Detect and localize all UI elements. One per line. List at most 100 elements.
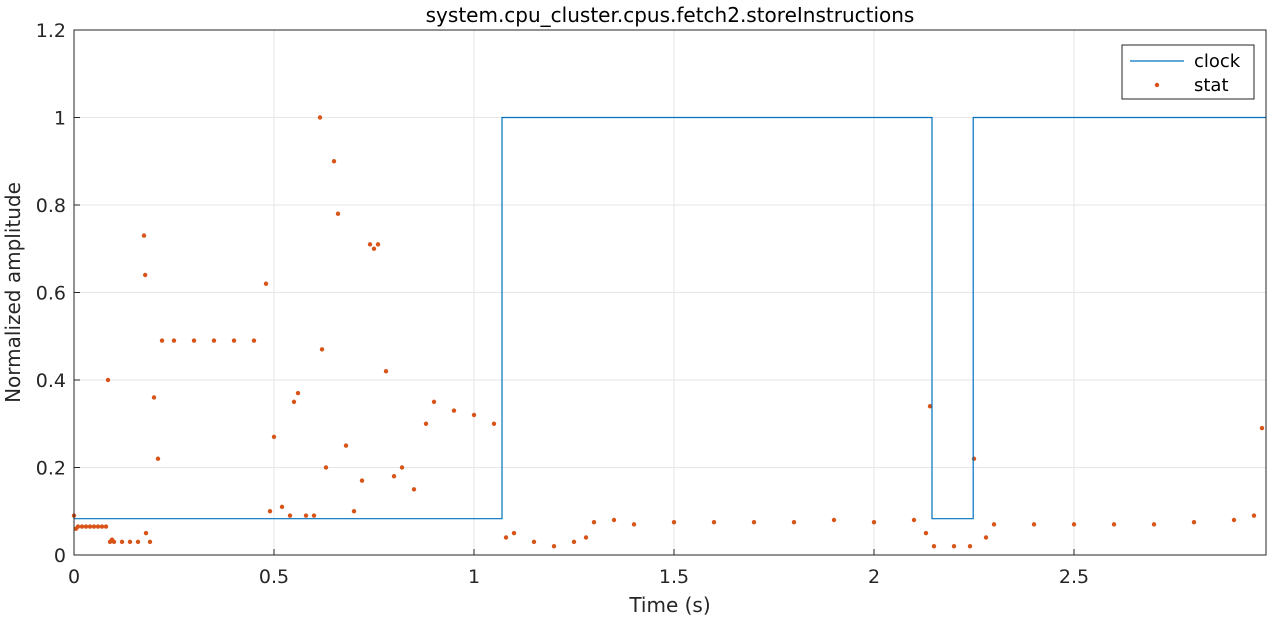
legend: clock stat: [1121, 44, 1255, 100]
clock-line: [74, 116, 1266, 520]
stat-point: [831, 517, 837, 523]
stat-point: [991, 522, 997, 527]
stat-point: [171, 338, 177, 343]
y-tick-label: 0.8: [36, 195, 66, 217]
stat-point: [103, 524, 109, 529]
x-axis-label: Time (s): [628, 593, 710, 617]
stat-point: [471, 412, 477, 418]
stat-point: [423, 421, 429, 426]
legend-swatch-stat: [1154, 82, 1160, 88]
stat-point: [923, 530, 929, 536]
stat-point: [367, 242, 373, 247]
stat-point: [151, 395, 157, 400]
stat-point: [141, 233, 147, 238]
x-tick-label: 1.5: [659, 566, 689, 588]
stat-point: [1111, 522, 1117, 527]
x-tick-label: 2: [868, 566, 880, 588]
x-tick-label: 2.5: [1059, 566, 1089, 588]
stat-point: [231, 338, 237, 343]
stat-point: [591, 519, 597, 525]
stat-point: [531, 539, 537, 545]
stat-point: [335, 211, 341, 216]
stat-point: [1151, 522, 1157, 527]
x-tick-label: 0.5: [259, 566, 289, 588]
stat-point: [317, 115, 323, 120]
y-tick-label: 1: [54, 108, 66, 130]
stat-point: [267, 509, 273, 514]
stat-point: [105, 377, 111, 383]
stat-point: [911, 517, 917, 523]
stat-point: [143, 530, 149, 536]
legend-label-clock: clock: [1194, 51, 1241, 72]
stat-point: [251, 338, 257, 343]
series-stat: [71, 115, 1265, 549]
stat-point: [383, 369, 389, 374]
stat-point: [271, 434, 277, 440]
stat-point: [971, 456, 977, 461]
stat-point: [87, 524, 93, 529]
y-tick-label: 0.6: [36, 283, 66, 305]
stat-point: [927, 404, 933, 409]
chart-title: system.cpu_cluster.cpus.fetch2.storeInst…: [426, 3, 915, 27]
stat-point: [95, 524, 101, 529]
stat-point: [147, 539, 153, 545]
stat-point: [871, 519, 877, 525]
y-axis-label: Normalized amplitude: [1, 182, 25, 403]
stat-point: [295, 390, 301, 396]
stat-point: [99, 524, 105, 529]
stat-point: [119, 539, 125, 545]
stat-point: [375, 242, 381, 247]
stat-point: [967, 544, 973, 549]
stat-point: [571, 539, 577, 545]
stat-point: [491, 421, 497, 426]
stat-point: [1031, 522, 1037, 527]
stat-point: [143, 272, 148, 278]
legend-label-stat: stat: [1194, 75, 1229, 96]
stat-point: [127, 539, 133, 545]
stat-point: [711, 519, 717, 525]
stat-point: [391, 474, 397, 479]
stat-point: [1251, 513, 1257, 518]
stat-point: [951, 544, 957, 549]
stat-point: [159, 338, 165, 343]
stat-point: [751, 519, 757, 525]
stat-point: [671, 519, 677, 525]
stat-point: [343, 443, 349, 448]
x-tick-label: 1: [468, 566, 480, 588]
stat-point: [311, 513, 317, 518]
x-tick-label: 0: [68, 566, 80, 588]
stat-point: [631, 522, 637, 527]
stat-point: [511, 530, 517, 536]
stat-point: [1259, 425, 1265, 431]
stat-point: [111, 539, 117, 545]
stat-point: [79, 524, 85, 529]
stat-point: [1071, 522, 1077, 527]
y-tick-label: 0.2: [36, 458, 66, 480]
stat-point: [155, 456, 161, 461]
y-tick-label: 0: [54, 545, 66, 567]
stat-point: [611, 517, 617, 523]
stat-point: [75, 524, 81, 529]
axis-ticks: 0 0.5 1 1.5 2 2.5 0 0.2 0.4 0.6 0.8 1 1.2: [36, 20, 1089, 588]
stat-point: [91, 524, 97, 529]
stat-point: [359, 478, 365, 483]
legend-box: [1121, 44, 1255, 100]
stat-point: [791, 519, 797, 525]
stat-point: [191, 338, 197, 343]
stat-point: [279, 504, 285, 510]
stat-point: [983, 535, 989, 540]
series-clock: [74, 116, 1266, 520]
stat-point: [1231, 517, 1237, 523]
stat-point: [263, 281, 269, 286]
stat-point: [431, 399, 437, 405]
stat-point: [135, 539, 141, 545]
stat-point: [451, 408, 457, 413]
y-tick-label: 0.4: [36, 370, 66, 392]
stat-point: [411, 487, 417, 492]
stat-point: [551, 544, 557, 549]
stat-point: [371, 246, 377, 251]
stat-point: [303, 513, 309, 518]
stat-point: [503, 535, 509, 540]
